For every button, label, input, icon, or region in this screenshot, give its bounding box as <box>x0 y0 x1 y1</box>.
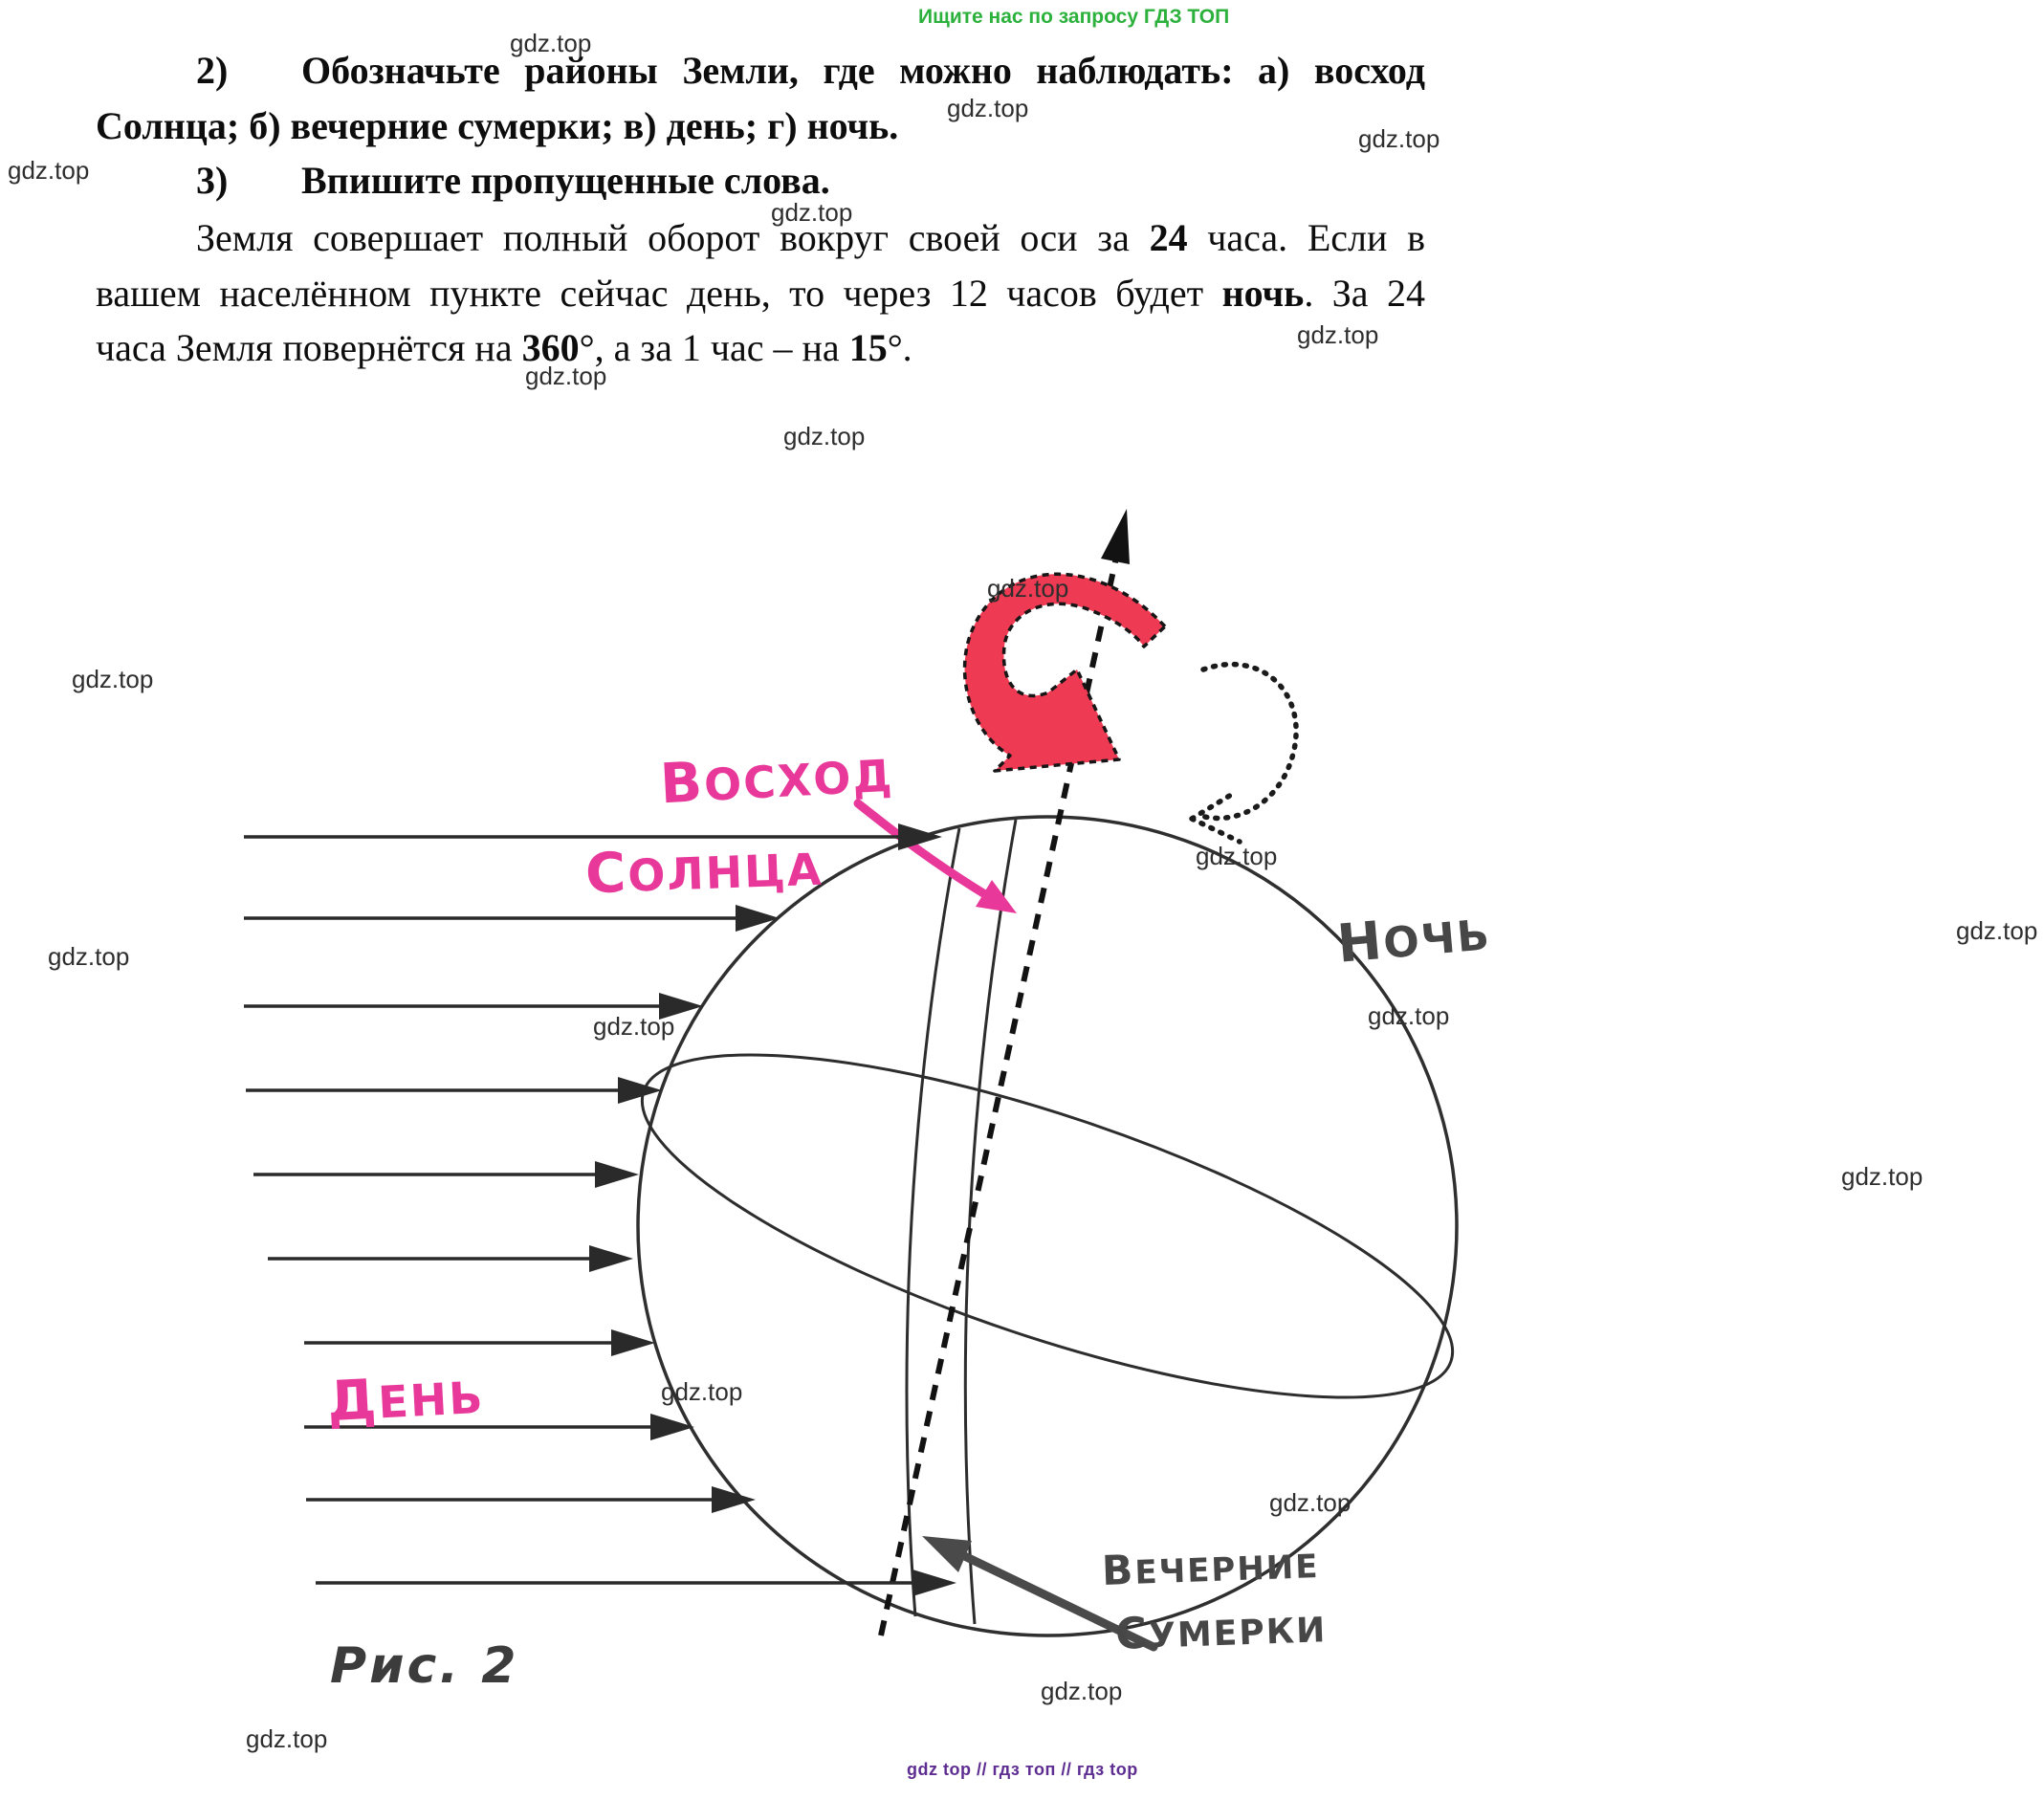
earth-sphere-outline <box>636 815 1459 1637</box>
rotation-arrow-red-icon <box>962 572 1167 773</box>
gdz-watermark: gdz.top <box>661 1377 743 1406</box>
gdz-watermark: gdz.top <box>1041 1677 1123 1705</box>
rotation-arrow-ghost-icon <box>1195 662 1299 822</box>
gdz-watermark: gdz.top <box>1841 1162 1923 1191</box>
gdz-watermark: gdz.top <box>987 574 1069 603</box>
day-label: День <box>325 1367 486 1435</box>
gdz-watermark: gdz.top <box>783 422 866 450</box>
sun-ray-arrowhead-icon <box>650 1414 694 1440</box>
sun-ray-arrowhead-icon <box>589 1245 633 1272</box>
gdz-watermark: gdz.top <box>947 94 1029 122</box>
text-line: 2) Обозначьте районы Земли, где можно наб… <box>196 48 1425 94</box>
body-text: вашем населённом пункте сейчас день, то … <box>96 272 1222 315</box>
rotation-arrow-ghost-head-icon <box>1189 789 1242 845</box>
answer-text: Обозначьте районы Земли, где можно наблю… <box>301 49 1425 92</box>
twilight-pointer-line <box>950 1547 1158 1652</box>
sunrise-word1-label: Восход <box>658 749 895 817</box>
answer-text: 24 <box>1149 216 1188 259</box>
figure-caption: Рис. 2 <box>330 1637 519 1695</box>
list-marker: 2) <box>196 49 229 92</box>
gdz-watermark: gdz.top <box>1358 124 1440 153</box>
sun-rays-group <box>244 823 956 1596</box>
sun-ray-arrowhead-icon <box>611 1329 655 1356</box>
answer-text: ночь <box>1221 272 1305 315</box>
gdz-watermark: gdz.top <box>8 156 90 185</box>
promo-banner: Ищите нас по запросу ГДЗ ТОП <box>918 6 1230 28</box>
gdz-watermark: gdz.top <box>771 198 853 227</box>
twilight-word2-label: сумерки <box>1114 1607 1328 1659</box>
body-text: . За 24 <box>1304 272 1425 315</box>
sun-ray-arrowhead-icon <box>712 1486 756 1513</box>
text-line: часа Земля повернётся на 360°, а за 1 ча… <box>96 325 912 371</box>
gdz-watermark: gdz.top <box>1956 916 2038 945</box>
twilight-word1-label: Вечерние <box>1101 1547 1321 1595</box>
text-line: 3) Впишите пропущенные слова. <box>196 158 830 204</box>
body-text: °. <box>887 326 912 369</box>
sunrise-arrow-icon <box>853 799 998 904</box>
sunrise-arrow-head-icon <box>976 880 1017 913</box>
footer-links[interactable]: gdz top // гдз топ // гдз top <box>907 1760 1138 1779</box>
gdz-watermark: gdz.top <box>1196 842 1278 870</box>
gdz-watermark: gdz.top <box>1297 320 1379 349</box>
gdz-watermark: gdz.top <box>72 665 154 693</box>
body-text: Земля совершает полный оборот вокруг сво… <box>196 216 1150 259</box>
sun-ray-arrowhead-icon <box>736 905 780 932</box>
list-marker: 3) <box>196 159 229 202</box>
sun-ray-arrowhead-icon <box>618 1077 662 1104</box>
answer-text: Впишите пропущенные слова. <box>301 159 830 202</box>
sun-ray-arrowhead-icon <box>595 1161 639 1188</box>
gdz-watermark: gdz.top <box>1269 1488 1352 1517</box>
sun-ray-arrowhead-icon <box>912 1570 956 1596</box>
body-text: часа Земля повернётся на <box>96 326 522 369</box>
gdz-watermark: gdz.top <box>246 1724 328 1753</box>
twilight-pointer-head-icon <box>922 1536 972 1572</box>
answer-text: 360 <box>521 326 580 369</box>
text-line: вашем населённом пункте сейчас день, то … <box>96 271 1425 317</box>
twilight-band-right-meridian <box>963 819 1018 1625</box>
twilight-band-left-meridian <box>905 827 961 1617</box>
gdz-watermark: gdz.top <box>48 942 130 971</box>
gdz-watermark: gdz.top <box>1368 1001 1450 1030</box>
answer-text: 15 <box>848 326 888 369</box>
earth-axis-arrowhead-icon <box>1101 509 1130 564</box>
answer-text: Солнца; б) вечерние сумерки; в) день; г)… <box>96 104 899 147</box>
sun-ray-arrowhead-icon <box>898 823 942 850</box>
sun-ray-arrowhead-icon <box>659 993 703 1020</box>
gdz-watermark: gdz.top <box>525 362 607 390</box>
gdz-watermark: gdz.top <box>593 1012 675 1041</box>
gdz-watermark: gdz.top <box>510 29 592 57</box>
body-text: часа. Если в <box>1187 216 1425 259</box>
body-text: °, а за 1 час – на <box>579 326 849 369</box>
text-line: Земля совершает полный оборот вокруг сво… <box>196 215 1425 261</box>
sunrise-word2-label: Солнца <box>583 840 824 907</box>
text-line: Солнца; б) вечерние сумерки; в) день; г)… <box>96 103 898 149</box>
